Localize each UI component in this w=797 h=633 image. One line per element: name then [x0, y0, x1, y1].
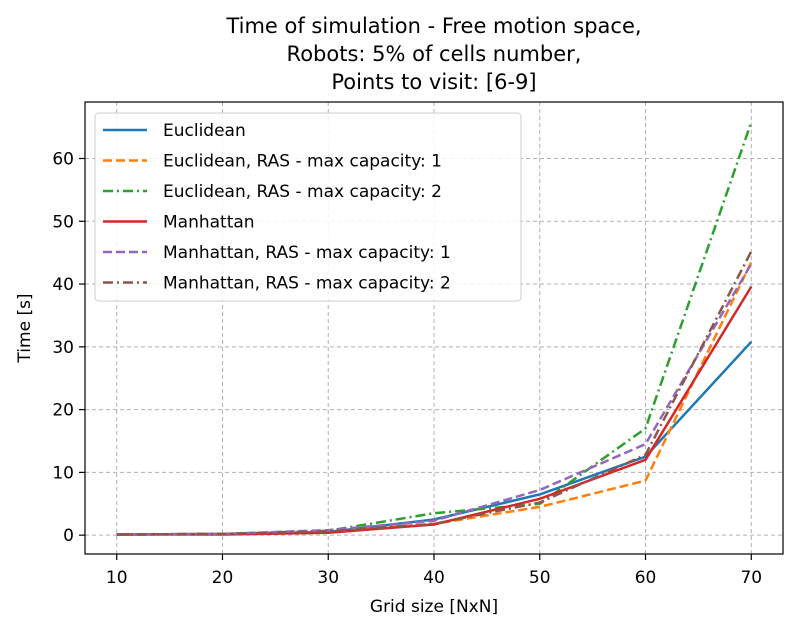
chart-title-line: Robots: 5% of cells number,: [287, 42, 582, 66]
legend: Euclidean Euclidean, RAS - max capacity: …: [94, 112, 522, 302]
x-axis-ticks: 10 20 30 40 50 60 70: [106, 554, 762, 588]
x-tick-label: 10: [106, 568, 128, 588]
y-tick-label: 30: [52, 338, 74, 358]
chart-title-line: Time of simulation - Free motion space,: [225, 14, 641, 38]
x-tick-label: 40: [423, 568, 445, 588]
y-tick-label: 50: [52, 212, 74, 232]
legend-box: [94, 112, 522, 302]
x-tick-label: 30: [317, 568, 339, 588]
y-tick-label: 60: [52, 150, 74, 170]
y-tick-label: 10: [52, 463, 74, 483]
legend-label: Manhattan: [163, 213, 255, 233]
series-lines: [116, 121, 753, 536]
x-tick-label: 20: [212, 568, 234, 588]
x-tick-label: 60: [635, 568, 657, 588]
x-tick-label: 50: [529, 568, 551, 588]
y-axis-label: Time [s]: [15, 293, 35, 363]
x-axis-label: Grid size [NxN]: [370, 597, 498, 617]
legend-label: Euclidean, RAS - max capacity: 1: [163, 152, 442, 172]
y-axis-ticks: 0 10 20 30 40 50 60: [52, 150, 85, 546]
legend-label: Euclidean: [163, 121, 246, 141]
y-tick-label: 0: [63, 526, 74, 546]
grid: [85, 102, 783, 554]
series-line: [116, 250, 753, 536]
legend-label: Manhattan, RAS - max capacity: 1: [163, 243, 451, 263]
chart-title-line: Points to visit: [6-9]: [331, 70, 536, 94]
x-tick-label: 70: [740, 568, 762, 588]
legend-label: Manhattan, RAS - max capacity: 2: [163, 274, 451, 294]
y-tick-label: 40: [52, 275, 74, 295]
legend-label: Euclidean, RAS - max capacity: 2: [163, 182, 442, 202]
chart-title: Time of simulation - Free motion space, R…: [225, 14, 641, 94]
y-tick-label: 20: [52, 401, 74, 421]
